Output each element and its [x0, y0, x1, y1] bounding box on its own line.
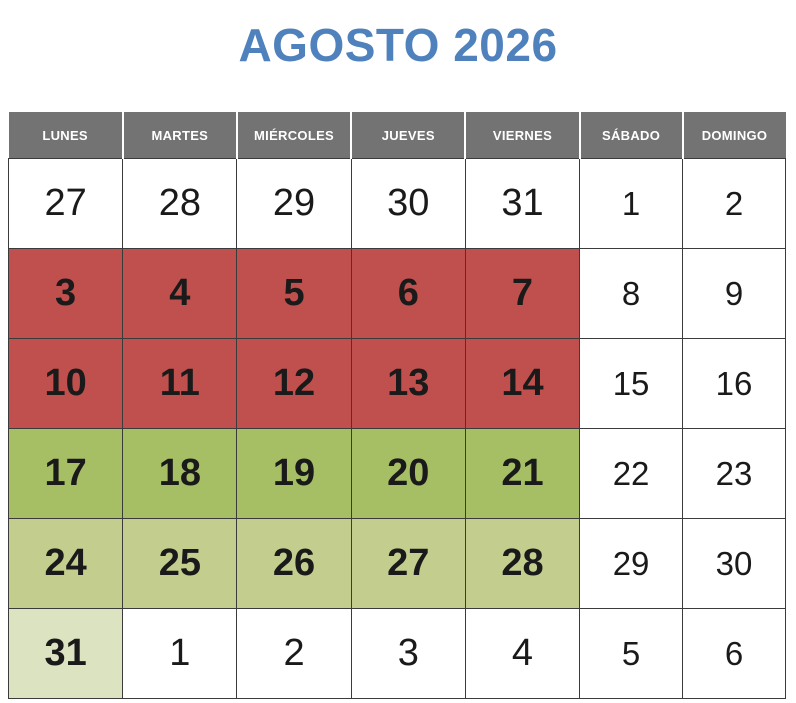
calendar-day-cell[interactable]: 2	[236, 608, 352, 699]
calendar-day-cell[interactable]: 13	[350, 338, 466, 429]
calendar-header-row: LUNES MARTES MIÉRCOLES JUEVES VIERNES SÁ…	[8, 112, 786, 159]
column-header-domingo: DOMINGO	[681, 112, 786, 159]
calendar-day-cell[interactable]: 20	[350, 428, 466, 519]
column-header-jueves: JUEVES	[350, 112, 467, 159]
calendar-day-cell[interactable]: 5	[236, 248, 352, 339]
calendar-grid: LUNES MARTES MIÉRCOLES JUEVES VIERNES SÁ…	[7, 112, 786, 699]
calendar-day-cell[interactable]: 14	[464, 338, 581, 429]
calendar-week-row: 24 25 26 27 28 29 30	[7, 518, 786, 609]
calendar-day-cell[interactable]: 2	[682, 158, 786, 249]
calendar-day-cell[interactable]: 31	[464, 158, 581, 249]
calendar-day-cell[interactable]: 21	[464, 428, 581, 519]
calendar-day-cell[interactable]: 8	[579, 248, 684, 339]
calendar-day-cell[interactable]: 3	[350, 608, 466, 699]
column-header-viernes: VIERNES	[464, 112, 581, 159]
calendar-day-cell[interactable]: 25	[122, 518, 238, 609]
calendar-day-cell[interactable]: 4	[122, 248, 238, 339]
calendar-day-cell[interactable]: 6	[350, 248, 466, 339]
column-header-lunes: LUNES	[8, 112, 124, 159]
calendar-day-cell[interactable]: 7	[464, 248, 581, 339]
calendar-day-cell[interactable]: 5	[579, 608, 684, 699]
calendar-day-cell[interactable]: 9	[682, 248, 786, 339]
calendar-day-cell[interactable]: 10	[7, 338, 124, 429]
calendar-week-row: 17 18 19 20 21 22 23	[7, 428, 786, 519]
calendar-body: 27 28 29 30 31 1 2 3 4 5 6 7 8 9 10 11 12 13 14 15 16 17 18 19 2…	[7, 158, 786, 699]
calendar-day-cell[interactable]: 29	[236, 158, 352, 249]
calendar-day-cell[interactable]: 27	[350, 518, 466, 609]
calendar-week-row: 31 1 2 3 4 5 6	[7, 608, 786, 699]
calendar-day-cell[interactable]: 29	[579, 518, 684, 609]
calendar-day-cell[interactable]: 16	[682, 338, 786, 429]
calendar-week-row: 10 11 12 13 14 15 16	[7, 338, 786, 429]
calendar-day-cell[interactable]: 1	[122, 608, 238, 699]
calendar-week-row: 27 28 29 30 31 1 2	[7, 158, 786, 249]
column-header-martes: MARTES	[121, 112, 238, 159]
calendar-day-cell[interactable]: 28	[464, 518, 581, 609]
calendar-day-cell[interactable]: 26	[236, 518, 352, 609]
calendar-day-cell[interactable]: 11	[122, 338, 238, 429]
calendar-day-cell[interactable]: 30	[682, 518, 786, 609]
calendar-day-cell[interactable]: 28	[122, 158, 238, 249]
calendar-day-cell[interactable]: 6	[682, 608, 786, 699]
calendar-day-cell[interactable]: 19	[236, 428, 352, 519]
calendar-day-cell[interactable]: 12	[236, 338, 352, 429]
column-header-miercoles: MIÉRCOLES	[235, 112, 353, 159]
calendar-day-cell[interactable]: 30	[350, 158, 466, 249]
calendar-day-cell[interactable]: 4	[464, 608, 581, 699]
calendar-day-cell[interactable]: 24	[7, 518, 124, 609]
calendar-day-cell[interactable]: 18	[122, 428, 238, 519]
calendar-day-cell[interactable]: 27	[7, 158, 124, 249]
calendar-day-cell[interactable]: 15	[579, 338, 684, 429]
calendar-day-cell[interactable]: 3	[7, 248, 124, 339]
calendar-day-cell[interactable]: 1	[579, 158, 684, 249]
calendar-day-cell[interactable]: 31	[7, 608, 124, 699]
calendar-day-cell[interactable]: 23	[682, 428, 786, 519]
page-title: AGOSTO 2026	[238, 19, 558, 71]
calendar-day-cell[interactable]: 22	[579, 428, 684, 519]
column-header-sabado: SÁBADO	[578, 112, 684, 159]
calendar-day-cell[interactable]: 17	[7, 428, 124, 519]
